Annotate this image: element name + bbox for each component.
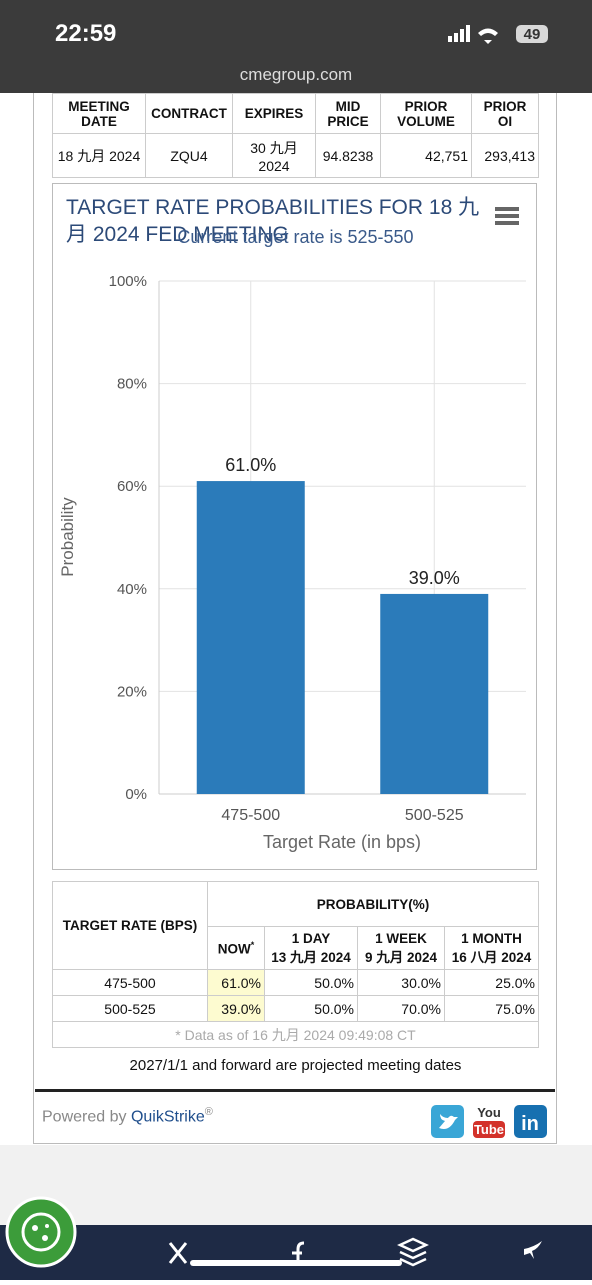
nav-icons [168,1237,542,1267]
cell: ZQU4 [145,133,233,178]
brand: QuikStrike [130,1108,205,1126]
social-icons: You Tube in [431,1105,547,1138]
header-cell: TARGET RATE (BPS) [52,881,208,970]
powered-by-prefix: Powered by [42,1108,127,1126]
youtube-text: Tube [474,1122,504,1137]
layers-icon[interactable] [397,1237,429,1267]
cell: 39.0% [207,995,265,1022]
registered-mark: ® [204,1106,213,1118]
footer-note: 2027/1/1 and forward are projected meeti… [129,1057,462,1074]
cell: 75.0% [444,995,539,1022]
cell: 293,413 [471,133,539,178]
cell: 50.0% [264,995,358,1022]
column-date: 13 九月 2024 [271,949,351,965]
cell: 18 九月 2024 [52,133,146,178]
column-label: 1 MONTH [461,930,522,946]
cell: 30 九月 2024 [232,133,316,178]
y-tick-label: 40% [117,581,147,598]
cell: 50.0% [264,969,358,996]
linkedin-text: in [521,1113,539,1135]
status-icons: 49 [448,25,548,44]
header-cell: PRIOR OI [471,93,539,134]
cell: 42,751 [380,133,472,178]
header-cell: CONTRACT [145,93,233,134]
chart-subtitle: Current target rate is 525-550 [177,227,414,247]
facebook-icon[interactable] [292,1241,305,1265]
cookie-button[interactable] [5,1196,77,1268]
cell: 70.0% [357,995,445,1022]
youtube-text: You [477,1105,501,1120]
y-axis-label: Probability [58,497,77,577]
bar [380,593,489,794]
header-cell: PROBABILITY(%) [207,881,539,927]
column-date: 16 八月 2024 [451,949,532,965]
youtube-icon[interactable]: You Tube [473,1105,505,1138]
column-label: 1 WEEK [375,930,427,946]
header-cell: PRIOR VOLUME [380,93,472,134]
cell: 500-525 [52,995,208,1022]
probability-table: TARGET RATE (BPS) PROBABILITY(%) NOW* 1 … [52,881,539,1048]
bottom-nav [0,1225,592,1280]
bar [196,481,305,794]
column-note: * [250,939,255,950]
y-tick-label: 20% [117,683,147,700]
chart: Probability Target Rate (in bps) 0% 20% 40… [58,273,526,852]
chart-title: TARGET RATE PROBABILITIES FOR 18 九月 2024… [66,196,480,246]
chart-container: TARGET RATE PROBABILITIES FOR 18 九月 2024… [52,183,537,870]
header-cell: EXPIRES [232,93,316,134]
header-cell: MEETING DATE [52,93,146,134]
header-cell: MID PRICE [315,93,381,134]
divider [35,1089,555,1092]
column-label: NOW [217,941,251,957]
x-tick-label: 475-500 [221,807,280,824]
cell: 25.0% [444,969,539,996]
powered-by[interactable]: Powered by QuikStrike® [42,1106,213,1126]
cell: 94.8238 [315,133,381,178]
y-tick-label: 100% [109,273,147,290]
y-tick-label: 0% [125,786,147,803]
contract-table: MEETING DATE CONTRACT EXPIRES MID PRICE … [52,93,539,178]
y-tick-label: 60% [117,478,147,495]
data-label: 39.0% [409,568,460,588]
bird-icon[interactable] [524,1241,542,1259]
column-date: 9 九月 2024 [364,949,438,965]
time: 22:59 [55,20,117,47]
x-tick-label: 500-525 [405,807,464,824]
background [0,1145,592,1225]
table-note: * Data as of 16 九月 2024 09:49:08 CT [52,1021,539,1048]
cell: 30.0% [357,969,445,996]
menu-button[interactable] [495,207,519,227]
url[interactable]: cmegroup.com [239,65,353,84]
linkedin-icon[interactable] [514,1105,547,1138]
home-indicator [190,1260,402,1266]
cell: 475-500 [52,969,208,996]
data-label: 61.0% [225,455,276,475]
battery-level: 49 [524,26,541,43]
column-label: 1 DAY [291,930,331,946]
x-axis-label: Target Rate (in bps) [263,832,421,852]
y-tick-label: 80% [117,376,147,393]
status-bar: 22:59 49 cmegroup.com [0,0,592,93]
x-icon[interactable] [168,1242,188,1264]
cell: 61.0% [207,969,265,996]
